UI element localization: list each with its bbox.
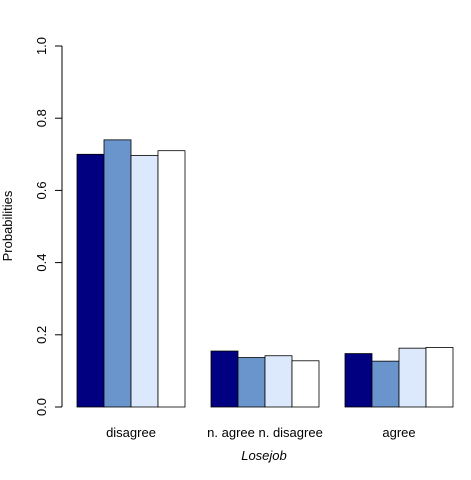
x-tick-label: n. agree n. disagree	[207, 425, 323, 440]
y-tick-label: 0.6	[34, 181, 49, 199]
y-axis-title: Probabilities	[0, 190, 15, 261]
y-tick-label: 0.2	[34, 326, 49, 344]
bars	[76, 139, 454, 408]
x-axis-labels: disagree n. agree n. disagree agree	[106, 425, 416, 440]
bar-1-3	[291, 360, 320, 408]
bar-0-3	[157, 150, 186, 408]
x-tick-label: agree	[382, 425, 415, 440]
bar-2-1	[371, 360, 400, 408]
x-axis-title: Losejob	[241, 448, 287, 463]
bar-0-1	[103, 139, 132, 408]
bar-2-2	[398, 347, 427, 408]
x-tick-label: disagree	[106, 425, 156, 440]
y-tick-label: 0.8	[34, 109, 49, 127]
bar-2-3	[425, 347, 454, 408]
bar-2-0	[344, 353, 373, 408]
y-axis: 0.0 0.2 0.4 0.6 0.8 1.0	[34, 37, 63, 416]
bar-0-2	[130, 154, 159, 408]
y-tick-label: 0.0	[34, 398, 49, 416]
y-tick-label: 0.4	[34, 254, 49, 272]
bar-1-0	[210, 350, 239, 408]
bar-1-2	[264, 355, 293, 408]
y-tick-label: 1.0	[34, 37, 49, 55]
bar-0-0	[76, 153, 105, 408]
bar-1-1	[237, 357, 266, 408]
